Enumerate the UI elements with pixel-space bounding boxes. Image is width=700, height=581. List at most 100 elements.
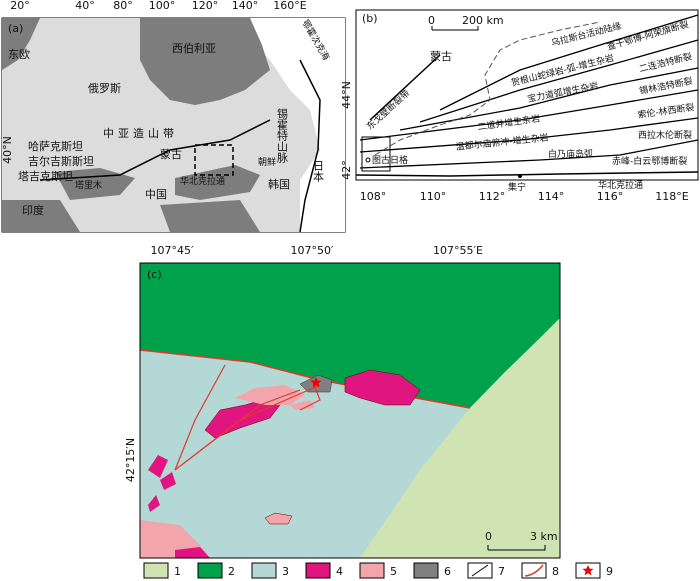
lat-tick: 42°: [340, 160, 353, 180]
fault: [359, 139, 699, 169]
location: [518, 174, 522, 178]
unit-5: [264, 512, 293, 525]
region-label: 印度: [22, 203, 44, 217]
legend-swatch: [251, 562, 277, 579]
lon-tick: 40°: [75, 0, 95, 12]
orogen-boundary: [39, 119, 271, 181]
region-label: 吉尔吉斯斯坦: [28, 154, 94, 168]
map-label: 集宁: [508, 181, 526, 193]
region-label: 华北克拉通: [180, 175, 225, 187]
lon-tick: 160°E: [273, 0, 306, 12]
lon-tick: 140°: [232, 0, 259, 12]
region-label: 塔吉克斯坦: [18, 169, 73, 183]
legend-label: 2: [228, 565, 235, 578]
lon-tick: 107°45′: [151, 244, 194, 257]
unit-2: [140, 263, 560, 408]
region-label: 西伯利亚: [172, 41, 216, 55]
region-label: 锡霍特山脉: [276, 107, 289, 163]
north-china: [175, 165, 260, 200]
scale-bar: [487, 545, 546, 551]
lon-tick: 100°: [149, 0, 176, 12]
fault: [419, 39, 699, 123]
legend-swatch: [305, 562, 331, 579]
region-label: 韩国: [268, 177, 290, 191]
unit-4: [344, 369, 421, 406]
unit-4: [175, 547, 210, 558]
legend-swatch: [143, 562, 169, 579]
panel-label: (c): [147, 268, 162, 281]
region-label: 日本: [312, 160, 325, 183]
unit-1: [360, 318, 560, 558]
legend-label: 9: [606, 565, 613, 578]
legend-symbol: [524, 564, 544, 577]
region-label: 中国: [145, 188, 167, 201]
region-label: 朝鲜: [258, 156, 276, 168]
sample-site: [310, 377, 322, 388]
lon-tick: 118°E: [655, 190, 688, 203]
map-label: 赤峰-白云鄂博断裂: [612, 155, 687, 167]
lon-tick: 110°: [420, 190, 447, 203]
map-label: 图古日格: [372, 154, 408, 166]
lat-tick: 40°N: [1, 136, 14, 164]
frame: [139, 262, 561, 559]
unit-4: [148, 495, 160, 512]
border: [374, 21, 601, 156]
fault: [355, 171, 699, 177]
unit-4: [160, 472, 176, 490]
scale-label: 200 km: [462, 14, 504, 27]
fault: [399, 67, 699, 131]
south-china: [160, 200, 260, 232]
india: [2, 200, 80, 232]
region-label: 俄罗斯: [88, 82, 121, 95]
fault: [174, 364, 321, 471]
scale-label: 0: [428, 14, 435, 27]
region-label: 蒙古: [160, 148, 182, 161]
legend-label: 4: [336, 565, 343, 578]
legend-swatch: [359, 562, 385, 579]
legend-swatch: [521, 562, 547, 579]
lon-tick: 107°50′: [291, 244, 334, 257]
panel-label: (b): [362, 12, 378, 25]
panel-a: (a) 20° 40° 80° 100° 120° 140° 160°E 40°…: [1, 0, 346, 233]
panel-b: (b) 0 200 km 44°N 42° 108° 110° 112° 114…: [340, 9, 699, 203]
lon-tick: 120°: [192, 0, 219, 12]
legend-label: 7: [498, 565, 505, 578]
fault: [369, 54, 441, 121]
scale-label: 3 km: [530, 530, 558, 543]
legend-label: 5: [390, 565, 397, 578]
region-label: 哈萨克斯坦: [28, 139, 83, 153]
lon-tick: 116°: [597, 190, 624, 203]
legend-label: 6: [444, 565, 451, 578]
lon-tick: 107°55′E: [433, 244, 483, 257]
panel-c: (c) 107°45′ 107°50′ 107°55′E 42°15′N 0 3…: [124, 244, 561, 559]
unit-4: [148, 455, 168, 478]
legend-symbol: [471, 564, 489, 577]
coast-line: [299, 59, 321, 233]
lat-tick: 42°15′N: [124, 438, 137, 482]
legend-label: 3: [282, 565, 289, 578]
location: [365, 157, 371, 163]
fault: [359, 89, 699, 141]
lon-tick: 114°: [538, 190, 565, 203]
lon-tick: 80°: [113, 0, 133, 12]
scale-bar: [431, 26, 479, 31]
map-label: 蒙古: [430, 50, 452, 63]
sea: [250, 18, 345, 232]
panel-label: (a): [8, 22, 23, 35]
legend-symbol: [582, 565, 594, 576]
legend-swatch: [413, 562, 439, 579]
lon-tick: 108°: [360, 190, 387, 203]
map-label: 华北克拉通: [598, 179, 643, 191]
siberia: [140, 18, 270, 105]
lon-tick: 112°: [479, 190, 506, 203]
study-area-box: [194, 144, 234, 176]
lon-tick: 20°: [10, 0, 30, 12]
region-label: 塔里木: [75, 179, 102, 191]
region-label: 中亚造山带: [103, 126, 178, 140]
unit-5: [235, 385, 305, 405]
fault: [359, 117, 699, 153]
region-label: 东欧: [8, 48, 30, 61]
scale-label: 0: [485, 530, 492, 543]
study-area-box: [361, 136, 391, 172]
